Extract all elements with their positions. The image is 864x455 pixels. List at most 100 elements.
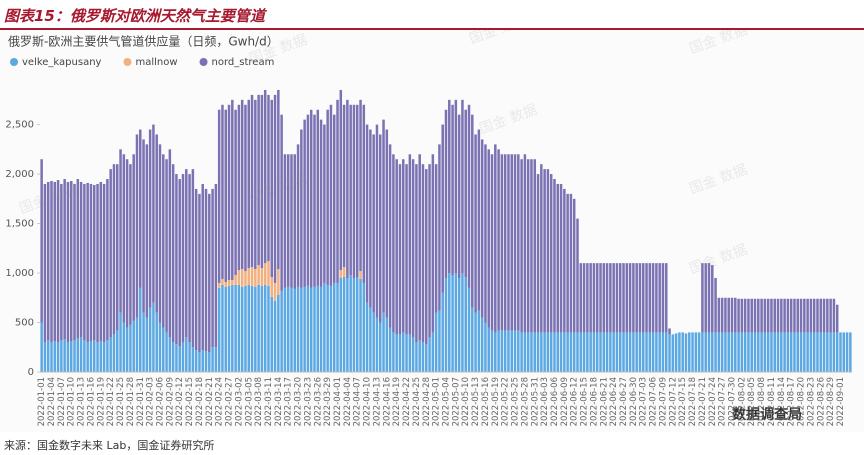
bar-segment — [566, 193, 569, 333]
y-tick-label: 500 — [15, 318, 34, 329]
bar-segment — [73, 340, 76, 372]
bar-segment — [194, 188, 198, 351]
bar-segment — [681, 332, 684, 372]
bar-segment — [392, 332, 395, 372]
x-tick-label: 2022-07-15 — [678, 377, 688, 426]
bar-segment — [382, 312, 385, 372]
bar-segment — [697, 332, 701, 372]
bar-segment — [770, 332, 773, 372]
bar-segment — [355, 104, 359, 277]
x-tick-label: 2022-07-21 — [698, 377, 708, 426]
bar-segment — [625, 332, 629, 372]
bar-segment — [99, 341, 103, 372]
bar-segment — [388, 327, 392, 372]
bar-segment — [674, 333, 678, 372]
bar-segment — [398, 334, 402, 372]
bar-segment — [286, 154, 290, 287]
x-tick-label: 2022-04-13 — [372, 377, 382, 426]
bar-segment — [244, 285, 247, 372]
bar-segment — [425, 344, 428, 372]
bar-segment — [89, 341, 93, 372]
bar-segment — [786, 298, 790, 333]
bar-segment — [319, 286, 323, 372]
bar-segment — [155, 134, 158, 313]
bar-segment — [283, 154, 287, 288]
bar-segment — [162, 327, 165, 372]
bar-segment — [122, 322, 126, 372]
bar-segment — [658, 332, 661, 372]
x-tick-label: 2022-08-11 — [767, 377, 777, 426]
bar-segment — [102, 342, 106, 372]
bar-segment — [569, 193, 573, 333]
bar-segment — [300, 129, 303, 288]
bar-segment — [546, 169, 550, 333]
bar-segment — [684, 333, 688, 372]
bar-segment — [563, 188, 566, 333]
bar-segment — [543, 169, 546, 333]
bar-segment — [227, 104, 231, 280]
bar-segment — [592, 263, 596, 333]
bar-segment — [819, 332, 823, 372]
bar-segment — [40, 159, 43, 323]
bar-segment — [402, 159, 405, 333]
x-tick-label: 2022-08-08 — [757, 377, 767, 426]
bar-segment — [112, 164, 116, 335]
bar-segment — [822, 332, 826, 372]
bar-segment — [773, 298, 776, 333]
bar-segment — [819, 298, 823, 333]
x-tick-label: 2022-03-08 — [254, 377, 264, 426]
bar-segment — [461, 273, 464, 372]
bar-segment — [622, 332, 625, 372]
bar-segment — [671, 334, 675, 372]
bar-segment — [717, 297, 721, 333]
bar-segment — [83, 183, 86, 341]
bar-segment — [286, 286, 290, 372]
bar-segment — [385, 317, 389, 372]
bar-segment — [263, 263, 267, 285]
bar-segment — [786, 332, 790, 372]
y-tick-label: 0 — [28, 367, 34, 378]
bar-segment — [273, 282, 277, 301]
bar-segment — [612, 332, 615, 372]
bar-segment — [365, 302, 369, 372]
bar-segment — [43, 342, 47, 372]
bar-segment — [63, 179, 66, 340]
bar-segment — [231, 99, 234, 280]
bar-segment — [66, 181, 70, 343]
bar-segment — [418, 154, 421, 341]
bar-segment — [480, 317, 484, 372]
x-tick-label: 2022-01-31 — [136, 377, 146, 426]
y-tick-label: 2,000 — [5, 169, 34, 180]
bar-segment — [451, 275, 454, 372]
bar-segment — [86, 182, 89, 343]
bar-segment — [316, 285, 320, 372]
bar-segment — [339, 270, 343, 278]
bar-segment — [826, 332, 829, 372]
x-tick-label: 2022-06-06 — [550, 377, 560, 426]
bar-segment — [415, 164, 418, 343]
bar-segment — [211, 347, 214, 372]
bar-segment — [280, 290, 283, 372]
bar-segment — [359, 271, 362, 279]
bar-segment — [323, 282, 326, 372]
bar-segment — [53, 341, 57, 372]
x-tick-label: 2022-09-01 — [836, 377, 846, 426]
bar-segment — [668, 334, 671, 372]
bar-segment — [362, 104, 366, 283]
bar-segment — [79, 337, 83, 372]
x-tick-label: 2022-05-22 — [501, 377, 511, 426]
bar-segment — [395, 334, 398, 372]
x-tick-label: 2022-03-14 — [274, 377, 284, 426]
bar-segment — [217, 282, 221, 288]
bar-segment — [165, 332, 168, 372]
bar-segment — [638, 263, 642, 333]
bar-segment — [743, 332, 747, 372]
bar-segment — [254, 286, 257, 372]
bar-segment — [566, 332, 569, 372]
bar-segment — [139, 287, 142, 372]
bar-segment — [789, 332, 793, 372]
bar-segment — [618, 263, 622, 333]
bar-segment — [398, 164, 402, 335]
bar-segment — [208, 352, 211, 372]
x-tick-label: 2022-05-16 — [481, 377, 491, 426]
